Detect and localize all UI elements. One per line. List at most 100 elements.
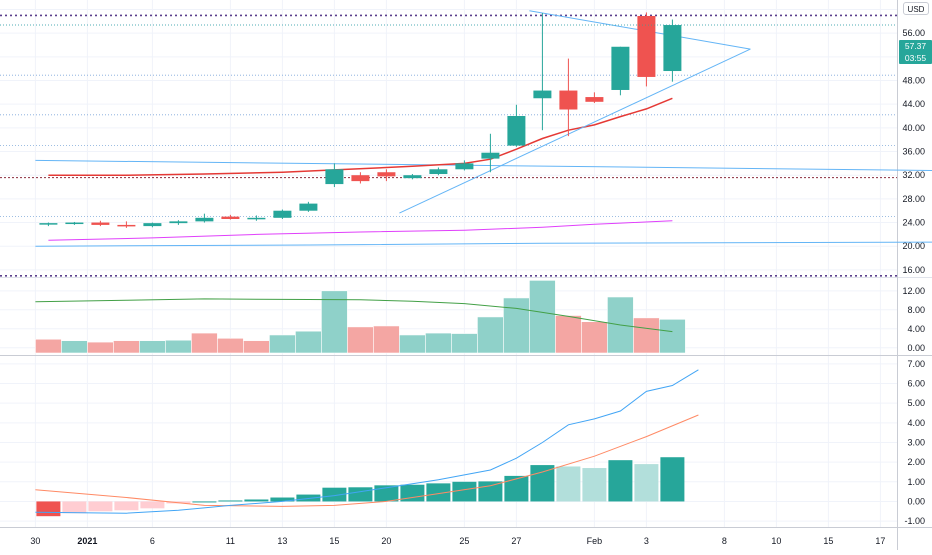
candle-body (481, 152, 500, 159)
time-tick-label: 10 (771, 536, 781, 546)
time-tick-label: 3 (644, 536, 649, 546)
price-tick-label: 20.00 (902, 241, 925, 251)
candle-body (39, 223, 58, 225)
time-tick-label: 15 (329, 536, 339, 546)
macd-histogram-bar (634, 464, 659, 502)
candle-body (65, 222, 84, 225)
macd-tick-label: -1.00 (904, 516, 925, 526)
candle-body (143, 223, 162, 227)
volume-bar (191, 332, 218, 354)
volume-bar (659, 318, 686, 354)
ma-line-long (35, 241, 932, 247)
macd-tick-label: 5.00 (907, 398, 925, 408)
bar-countdown: 03:55 (904, 53, 927, 63)
macd-histogram-bar (270, 497, 295, 502)
volume-bar (139, 340, 166, 354)
candle-body (559, 90, 578, 110)
price-tick-label: 48.00 (902, 75, 925, 85)
volume-bar (61, 340, 88, 354)
macd-histogram-bar (400, 484, 425, 502)
macd-histogram-bar (114, 501, 139, 511)
macd-tick-label: 4.00 (907, 418, 925, 428)
triangle-lower-line (399, 48, 751, 214)
macd-histogram-bar (582, 468, 607, 502)
volume-tick-label: 4.00 (907, 324, 925, 334)
macd-histogram-bar (608, 460, 633, 502)
volume-bar (451, 333, 478, 354)
macd-histogram-bar (192, 501, 217, 503)
candle-body (247, 217, 266, 220)
time-tick-label: 15 (823, 536, 833, 546)
volume-bar (113, 340, 140, 354)
time-tick-label: 27 (511, 536, 521, 546)
macd-histogram-bar (322, 487, 347, 502)
currency-label[interactable]: USD (903, 2, 929, 15)
time-tick-label: 8 (722, 536, 727, 546)
candle-body (611, 46, 630, 90)
time-tick-label: 20 (381, 536, 391, 546)
macd-tick-label: 0.00 (907, 496, 925, 506)
time-tick-label: 30 (30, 536, 40, 546)
ma-line-pink (48, 220, 673, 241)
macd-tick-label: 3.00 (907, 437, 925, 447)
time-tick-label: 25 (459, 536, 469, 546)
macd-histogram-bar (374, 485, 399, 502)
volume-bar (269, 334, 296, 354)
candle-body (91, 222, 110, 225)
macd-tick-label: 6.00 (907, 379, 925, 389)
macd-line (35, 369, 699, 514)
time-tick-label: 17 (875, 536, 885, 546)
candle-body (663, 25, 682, 72)
volume-bar (581, 321, 608, 354)
candle-body (195, 217, 214, 222)
volume-ma-line (35, 298, 673, 333)
volume-bar (503, 297, 530, 354)
time-tick-label: Feb (587, 536, 603, 546)
volume-tick-label: 12.00 (902, 286, 925, 296)
macd-histogram-bar (348, 487, 373, 502)
candle-body (325, 169, 344, 185)
candle-body (117, 224, 136, 227)
macd-signal-line (35, 414, 699, 507)
price-tick-label: 24.00 (902, 218, 925, 228)
macd-histogram-bar (452, 481, 477, 502)
macd-histogram-bar (426, 483, 451, 502)
macd-histogram-bar (556, 466, 581, 502)
volume-bar (425, 332, 452, 354)
candle-body (273, 210, 292, 218)
macd-tick-label: 2.00 (907, 457, 925, 467)
macd-histogram-bar (218, 500, 243, 502)
volume-bar (373, 325, 400, 354)
volume-bar (295, 330, 322, 354)
price-tick-label: 44.00 (902, 99, 925, 109)
time-tick-label: 13 (277, 536, 287, 546)
macd-histogram-bar (36, 501, 61, 517)
volume-bar (321, 290, 348, 354)
volume-bar (477, 316, 504, 354)
macd-histogram-bar (140, 501, 165, 509)
macd-tick-label: 7.00 (907, 359, 925, 369)
volume-bar (243, 340, 270, 354)
volume-bar (87, 341, 114, 354)
price-tick-label: 36.00 (902, 147, 925, 157)
candle-body (351, 175, 370, 182)
price-tick-label: 16.00 (902, 265, 925, 275)
price-tick-label: 40.00 (902, 123, 925, 133)
macd-tick-label: 1.00 (907, 477, 925, 487)
price-tick-label: 32.00 (902, 170, 925, 180)
last-price: 57.37 (904, 41, 927, 51)
candle-body (169, 221, 188, 224)
volume-bar (529, 280, 556, 354)
candle-body (403, 175, 422, 179)
trend-line-upper (35, 159, 932, 171)
candle-body (533, 90, 552, 99)
macd-histogram-bar (530, 465, 555, 502)
volume-tick-label: 8.00 (907, 305, 925, 315)
macd-histogram-bar (504, 475, 529, 502)
volume-tick-label: 0.00 (907, 343, 925, 353)
macd-histogram-bar (660, 457, 685, 502)
volume-bar (555, 315, 582, 354)
